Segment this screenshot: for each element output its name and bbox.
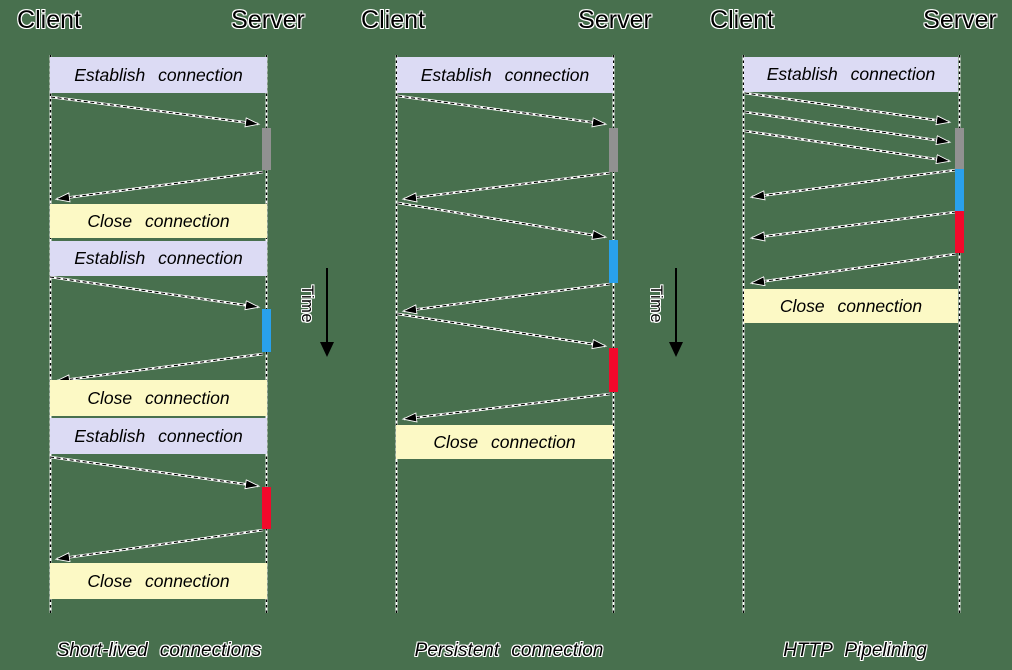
request-arrow (744, 129, 949, 161)
establish-connection-box: Establish connection (744, 57, 958, 92)
establish-connection-box: Establish connection (50, 418, 267, 454)
time-axis-arrowhead-icon (320, 342, 334, 357)
time-axis-arrowhead-icon (669, 342, 683, 357)
close-connection-box: Close connection (50, 563, 267, 599)
request-arrow (397, 94, 605, 124)
response-arrow (404, 171, 611, 199)
close-connection-box: Close connection (744, 289, 958, 323)
response-arrow (404, 392, 611, 419)
server-processing-bar-3 (262, 487, 271, 529)
close-connection-box: Close connection (50, 204, 267, 238)
response-arrow (404, 282, 611, 311)
request-arrow (50, 95, 258, 124)
column-footer-label: Short-lived connections (56, 640, 262, 661)
close-connection-box: Close connection (50, 380, 267, 416)
server-processing-bar-1 (609, 128, 618, 172)
server-processing-bar-2 (262, 309, 271, 352)
time-axis-line (675, 268, 677, 343)
server-processing-bar-3 (955, 211, 964, 253)
establish-connection-box: Establish connection (397, 57, 613, 93)
server-lifeline-label: Server (923, 6, 997, 34)
response-arrow (57, 170, 264, 199)
response-arrow (57, 352, 264, 381)
response-arrow (57, 528, 264, 559)
request-arrow (397, 312, 605, 346)
request-arrow (744, 110, 949, 142)
client-lifeline-label: Client (361, 6, 425, 34)
client-lifeline-label: Client (17, 6, 81, 34)
server-processing-bar-3 (609, 348, 618, 392)
response-arrow (752, 252, 957, 283)
response-arrow (752, 168, 957, 197)
column-footer-label: Persistent connection (414, 640, 604, 661)
request-arrow (49, 275, 258, 307)
establish-connection-box: Establish connection (50, 241, 267, 276)
server-processing-bar-1 (262, 128, 271, 170)
time-axis-label: Time (647, 285, 665, 324)
time-axis-label: Time (298, 285, 316, 324)
request-arrow (744, 91, 949, 122)
request-arrow (49, 455, 258, 486)
close-connection-box: Close connection (396, 425, 613, 459)
server-processing-bar-2 (609, 240, 618, 283)
request-arrow (397, 201, 605, 237)
column-footer-label: HTTP Pipelining (783, 640, 927, 661)
server-processing-bar-1 (955, 128, 964, 169)
establish-connection-box: Establish connection (50, 57, 267, 93)
server-lifeline-label: Server (578, 6, 652, 34)
server-lifeline-label: Server (231, 6, 305, 34)
server-processing-bar-2 (955, 169, 964, 211)
response-arrow (752, 210, 957, 238)
time-axis-line (326, 268, 328, 343)
client-lifeline-label: Client (710, 6, 774, 34)
